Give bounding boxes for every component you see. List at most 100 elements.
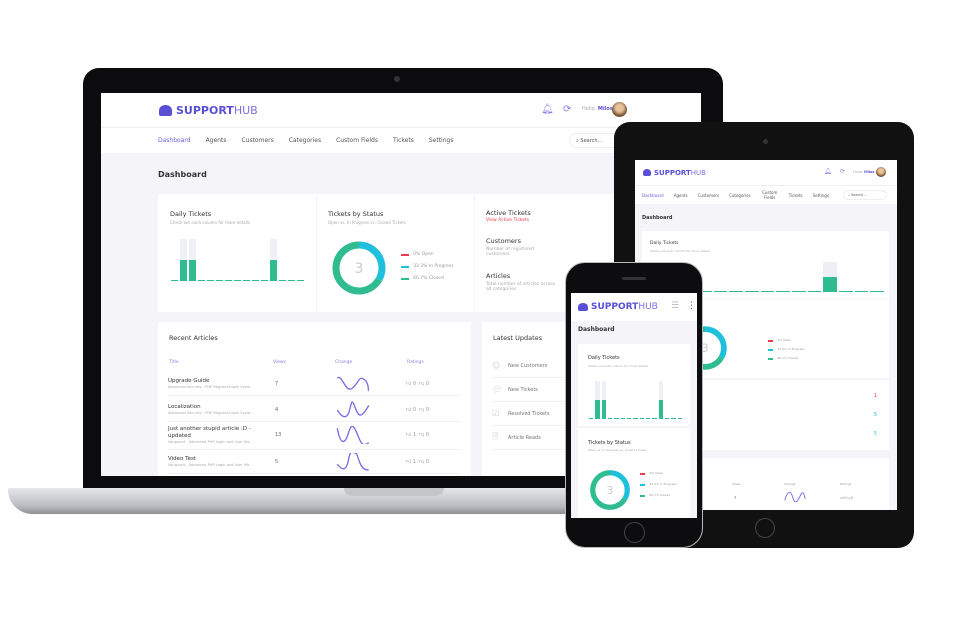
daily-bar[interactable] xyxy=(839,262,853,292)
logo[interactable]: SUPPORT HUB xyxy=(643,169,706,177)
daily-bar[interactable] xyxy=(760,262,775,292)
article-title[interactable]: Localization xyxy=(168,404,201,410)
nav-custom-fields[interactable]: Custom Fields xyxy=(762,190,778,200)
daily-bar[interactable] xyxy=(698,262,712,292)
daily-bar[interactable] xyxy=(645,381,651,419)
tablet-home-button[interactable] xyxy=(755,518,775,538)
daily-bar[interactable] xyxy=(745,262,759,292)
daily-bar[interactable] xyxy=(620,381,625,419)
more-options-icon[interactable]: ⋮ xyxy=(687,301,696,311)
search-input[interactable]: ⌕ Search... xyxy=(843,190,887,200)
daily-bar[interactable] xyxy=(652,381,657,419)
daily-bar[interactable] xyxy=(607,381,613,419)
daily-bar[interactable] xyxy=(261,239,268,281)
col-change[interactable]: Change xyxy=(335,360,353,365)
nav-tickets[interactable]: Tickets xyxy=(392,137,414,144)
nav-dashboard[interactable]: Dashboard xyxy=(158,137,191,144)
bar-value xyxy=(216,280,223,281)
col-title[interactable]: Title xyxy=(169,360,179,365)
logo[interactable]: SUPPORT HUB xyxy=(159,104,258,117)
daily-bar[interactable] xyxy=(823,262,838,292)
daily-bar[interactable] xyxy=(589,381,594,419)
hamburger-menu-icon[interactable]: ☰ xyxy=(671,301,680,311)
table-row[interactable]: Video Test Vanguard - Advanced PHP Login … xyxy=(168,450,461,474)
nav-agents[interactable]: Agents xyxy=(673,192,688,198)
daily-bar[interactable] xyxy=(288,239,295,281)
table-row[interactable]: Just another stupid article :D - updated… xyxy=(168,421,461,450)
daily-bar[interactable] xyxy=(671,381,676,419)
table-row[interactable]: Upgrade Guide Advanced Security - PHP Reg… xyxy=(168,372,461,396)
daily-bar[interactable] xyxy=(225,239,232,281)
daily-bar[interactable] xyxy=(297,239,304,281)
daily-bar[interactable] xyxy=(207,239,214,281)
user-name[interactable]: Milos xyxy=(597,106,613,112)
daily-bar[interactable] xyxy=(713,262,728,292)
daily-bar[interactable] xyxy=(614,381,619,419)
change-sparkline xyxy=(336,426,370,444)
nav-tickets[interactable]: Tickets xyxy=(788,192,803,198)
card-subtitle: Open vs. In Progress vs. Closed Tickets xyxy=(328,220,406,225)
daily-bar[interactable] xyxy=(171,239,178,281)
daily-bar[interactable] xyxy=(270,239,277,281)
daily-bar[interactable] xyxy=(252,239,259,281)
bell-icon[interactable]: 🔔︎ xyxy=(824,168,832,175)
nav-customers[interactable]: Customers xyxy=(241,137,274,144)
col-change[interactable]: Change xyxy=(784,482,796,486)
user-name[interactable]: Milos xyxy=(864,170,875,174)
nav-categories[interactable]: Categories xyxy=(288,137,322,144)
nav-categories[interactable]: Categories xyxy=(729,192,751,198)
daily-bar[interactable] xyxy=(626,381,632,419)
daily-bar[interactable] xyxy=(854,262,869,292)
nav-custom-fields[interactable]: Custom Fields xyxy=(336,137,378,144)
daily-bar[interactable] xyxy=(595,381,600,419)
article-subtitle: Vanguard - Advanced PHP Login and User M… xyxy=(168,463,253,467)
logo[interactable]: SUPPORT HUB xyxy=(578,302,658,312)
donut-slice[interactable] xyxy=(332,241,386,295)
col-ratings[interactable]: Ratings xyxy=(407,360,424,365)
daily-bar[interactable] xyxy=(664,381,670,419)
col-views[interactable]: Views xyxy=(273,360,287,365)
card-title: Daily Tickets xyxy=(588,355,620,361)
nav-agents[interactable]: Agents xyxy=(205,137,227,144)
bell-icon[interactable]: 🔔︎ xyxy=(541,104,554,115)
nav-settings[interactable]: Settings xyxy=(812,192,830,198)
daily-bar[interactable] xyxy=(601,381,606,419)
phone-home-button[interactable] xyxy=(624,522,645,543)
daily-bar[interactable] xyxy=(279,239,286,281)
refresh-icon[interactable]: ⟳ xyxy=(840,168,846,175)
daily-bar[interactable] xyxy=(729,262,744,292)
legend-item: 33.3% In Progress xyxy=(401,261,454,273)
col-ratings[interactable]: Ratings xyxy=(840,482,852,486)
daily-bar[interactable] xyxy=(234,239,241,281)
donut-slice[interactable] xyxy=(590,470,630,510)
nav-customers[interactable]: Customers xyxy=(697,192,720,198)
daily-bar[interactable] xyxy=(870,262,885,292)
view-active-tickets-link[interactable]: View Active Tickets xyxy=(486,218,530,223)
avatar[interactable] xyxy=(612,102,627,117)
daily-bar[interactable] xyxy=(639,381,644,419)
avatar[interactable] xyxy=(876,167,886,177)
nav-settings[interactable]: Settings xyxy=(428,137,454,144)
daily-bar[interactable] xyxy=(189,239,196,281)
refresh-icon[interactable]: ⟳ xyxy=(563,104,572,115)
col-views[interactable]: Views xyxy=(732,482,741,486)
daily-bar[interactable] xyxy=(677,381,682,419)
bar-value xyxy=(870,291,885,292)
daily-bar[interactable] xyxy=(633,381,638,419)
daily-bar[interactable] xyxy=(216,239,223,281)
daily-bar[interactable] xyxy=(243,239,250,281)
logo-icon xyxy=(159,104,172,116)
daily-bar[interactable] xyxy=(658,381,663,419)
daily-bar[interactable] xyxy=(807,262,822,292)
article-title[interactable]: Video Test xyxy=(168,456,196,462)
legend-swatch xyxy=(640,483,646,486)
change-sparkline xyxy=(784,491,806,502)
table-row[interactable]: Localization Advanced Security - PHP Regi… xyxy=(168,398,461,422)
article-title[interactable]: Just another stupid article :D - updated xyxy=(168,426,251,439)
daily-bar[interactable] xyxy=(198,239,205,281)
daily-bar[interactable] xyxy=(180,239,187,281)
daily-bar[interactable] xyxy=(776,262,791,292)
article-title[interactable]: Upgrade Guide xyxy=(168,378,210,384)
nav-dashboard[interactable]: Dashboard xyxy=(642,192,664,198)
daily-bar[interactable] xyxy=(792,262,806,292)
